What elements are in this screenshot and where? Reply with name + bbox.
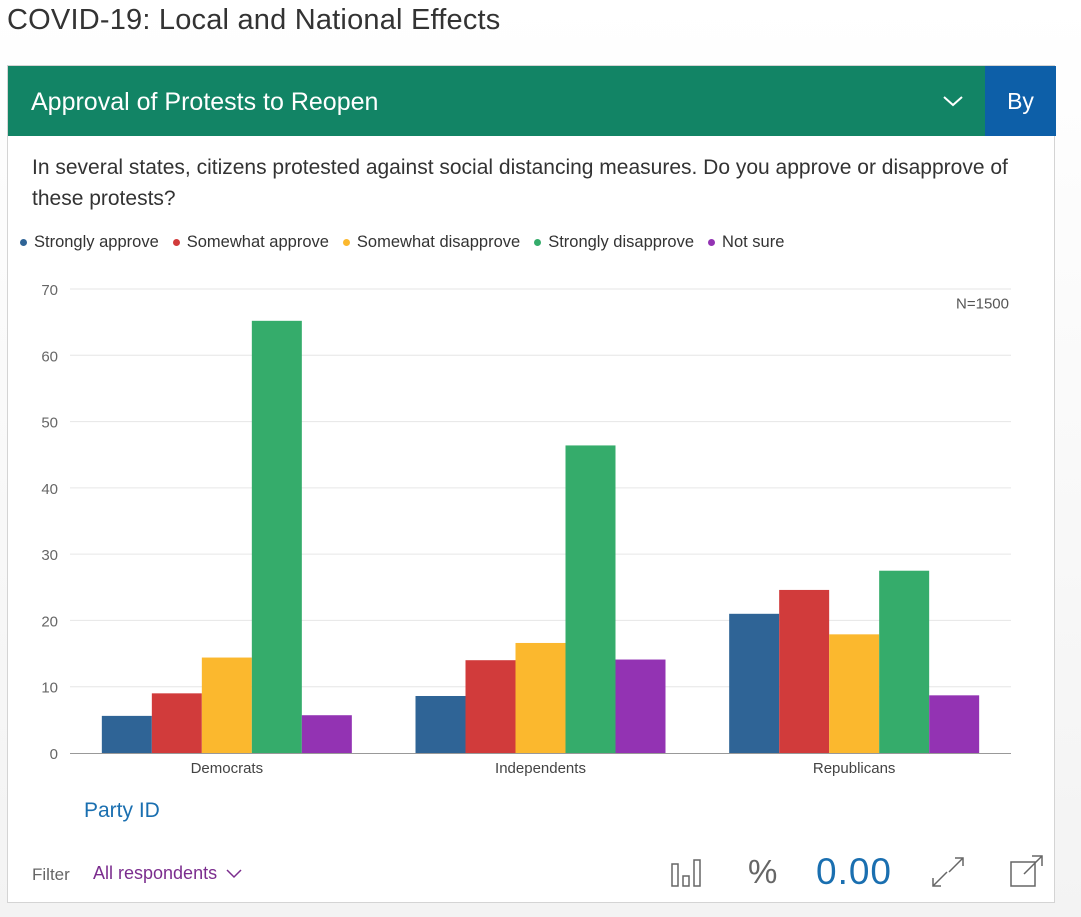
legend-item[interactable]: Strongly disapprove: [534, 233, 694, 252]
chevron-down-icon: [226, 868, 242, 878]
bar: [565, 445, 616, 753]
legend-item[interactable]: Strongly approve: [20, 233, 159, 252]
x-tick-label: Democrats: [191, 760, 264, 777]
y-tick-label: 10: [41, 680, 58, 697]
legend-swatch: [534, 238, 542, 246]
bar: [829, 634, 880, 753]
question-text: In several states, citizens protested ag…: [32, 156, 1008, 210]
y-tick-label: 70: [41, 282, 58, 299]
external-link-icon[interactable]: [1008, 854, 1046, 890]
y-tick-label: 50: [41, 415, 58, 432]
legend-swatch: [20, 238, 27, 246]
legend-swatch: [342, 238, 350, 246]
decimals-toggle[interactable]: 0.00: [816, 851, 893, 892]
bar-chart: 0 10 20 30 40 50 60 70 N=1500 Democrats Independen…: [41, 282, 1011, 777]
legend-label: Strongly approve: [34, 232, 159, 251]
y-tick-label: 60: [41, 348, 58, 365]
bar: [415, 695, 466, 753]
legend-swatch: [172, 238, 180, 246]
y-tick-label: 30: [41, 547, 58, 564]
bar: [879, 570, 930, 753]
legend-label: Somewhat approve: [186, 232, 329, 251]
y-tick-label: 20: [41, 613, 58, 630]
bar: [729, 613, 780, 753]
filter-value: All respondents: [93, 863, 218, 883]
bar: [101, 715, 152, 753]
y-tick-label: 40: [41, 481, 58, 498]
bar: [615, 659, 666, 753]
card-title: Approval of Protests to Reopen: [31, 88, 379, 116]
legend-item[interactable]: Somewhat approve: [172, 232, 329, 252]
bar: [465, 660, 516, 753]
chevron-down-icon[interactable]: [942, 94, 964, 108]
chart-legend: Strongly approve Somewhat approve Somewhat…: [20, 230, 798, 254]
filter-select[interactable]: All respondents: [93, 863, 242, 884]
filter-label: Filter: [32, 865, 70, 884]
legend-label: Strongly disapprove: [548, 232, 695, 251]
bar: [251, 320, 302, 753]
bar: [301, 715, 352, 753]
bar: [515, 642, 566, 753]
legend-item[interactable]: Not sure: [708, 233, 784, 252]
bar: [151, 693, 202, 753]
legend-swatch: [708, 238, 716, 246]
x-tick-label: Independents: [495, 760, 586, 777]
bar-chart-icon[interactable]: [670, 858, 704, 888]
percent-toggle[interactable]: %: [748, 853, 778, 890]
chart-card: Approval of Protests to Reopen By In sev…: [7, 65, 1056, 903]
page-title: COVID-19: Local and National Effects: [7, 4, 501, 36]
x-axis-title[interactable]: Party ID: [84, 799, 160, 822]
swap-axes-icon[interactable]: [929, 854, 967, 890]
bar: [929, 695, 980, 753]
by-button[interactable]: By: [985, 66, 1056, 136]
y-tick-label: 0: [50, 746, 58, 763]
sample-size-label: N=1500: [956, 295, 1009, 312]
bar: [779, 589, 830, 753]
bar: [201, 657, 252, 753]
legend-label: Not sure: [722, 232, 785, 251]
legend-label: Somewhat disapprove: [356, 232, 521, 251]
card-header: Approval of Protests to Reopen By: [8, 66, 1056, 136]
x-tick-label: Republicans: [813, 760, 896, 777]
legend-item[interactable]: Somewhat disapprove: [342, 232, 521, 252]
